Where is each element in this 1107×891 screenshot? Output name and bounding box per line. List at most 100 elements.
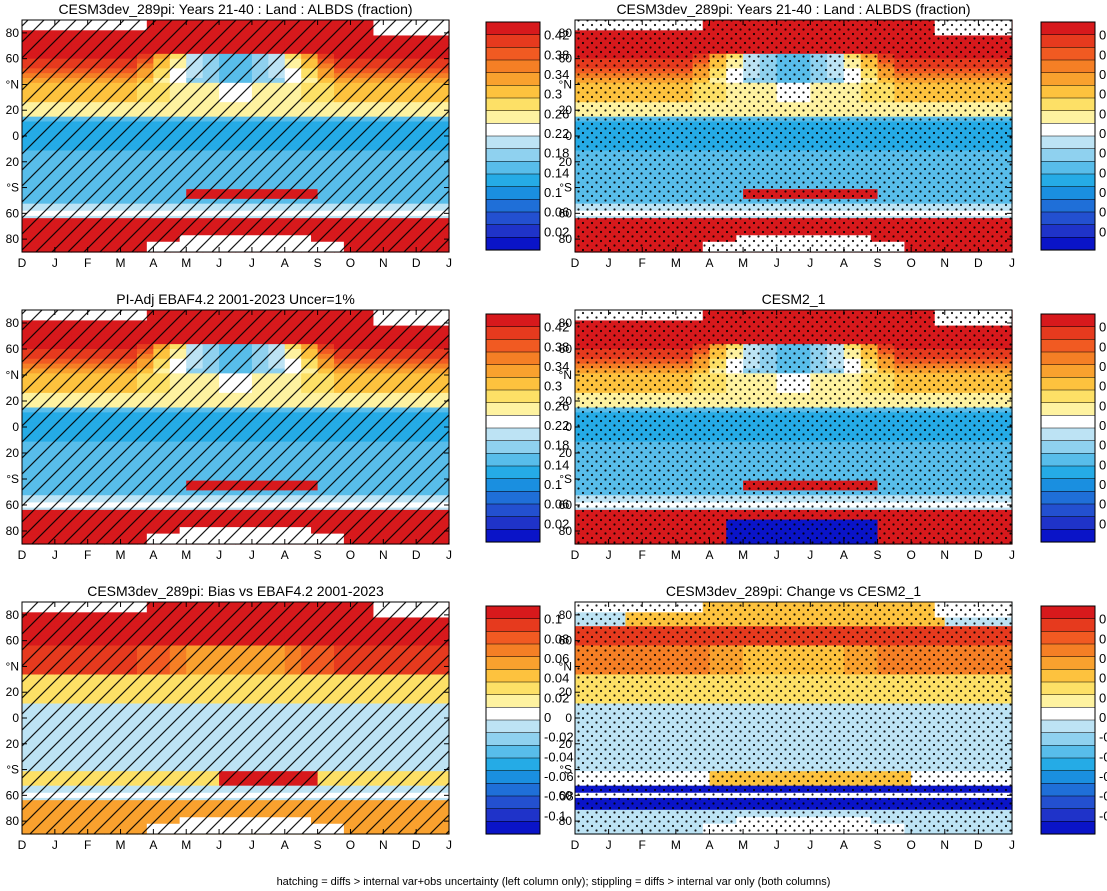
colorbar-label: 0.38	[1099, 47, 1107, 62]
colorbar-label: 0.14	[544, 165, 569, 180]
colorbar-segment	[485, 47, 541, 61]
y-tick-label: 80	[6, 524, 20, 538]
colorbar-segment	[1040, 34, 1096, 48]
colorbar-label: 0.22	[1099, 126, 1107, 141]
colorbar-label: 0.34	[544, 359, 569, 374]
x-tick-label: A	[705, 256, 713, 270]
colorbar-label: 0.1	[544, 185, 562, 200]
colorbar-segment	[485, 186, 541, 200]
x-tick-label: J	[52, 548, 58, 562]
x-tick-label: A	[840, 256, 848, 270]
colorbar-segment	[485, 199, 541, 213]
x-tick-label: J	[446, 256, 452, 270]
colorbar-frame	[485, 313, 541, 543]
x-tick-label: N	[379, 548, 388, 562]
x-tick-label: J	[249, 256, 255, 270]
colorbar-segment	[485, 529, 541, 543]
y-tick-label: °S	[6, 472, 19, 486]
x-tick-label: J	[216, 256, 222, 270]
colorbar-segment	[485, 478, 541, 492]
colorbar: 0.420.380.340.30.260.220.180.140.10.060.…	[485, 21, 569, 251]
y-tick-label: 20	[559, 103, 573, 117]
y-tick-label: °N	[6, 77, 19, 91]
colorbar-segment	[1040, 211, 1096, 226]
y-tick-label: 60	[6, 342, 20, 356]
colorbar-segment	[485, 161, 541, 175]
y-tick-label: 20	[6, 394, 20, 408]
colorbar-segment	[1040, 110, 1096, 124]
colorbar-label: 0.18	[1099, 146, 1107, 161]
colorbar-segment	[1040, 186, 1096, 200]
x-tick-label: S	[314, 256, 322, 270]
chart-panel-1: CESM3dev_289pi: Years 21-40 : Land : ALB…	[6, 1, 452, 270]
colorbar-segment	[485, 110, 541, 124]
colorbar-label: 0.3	[544, 379, 562, 394]
x-tick-label: D	[571, 256, 580, 270]
colorbar-segment	[485, 427, 541, 442]
colorbar-segment	[485, 364, 541, 378]
x-tick-label: M	[181, 548, 191, 562]
chart-title: CESM3dev_289pi: Years 21-40 : Land : ALB…	[58, 1, 412, 17]
colorbar-segment	[485, 135, 541, 150]
x-tick-label: F	[84, 256, 91, 270]
colorbar-segment	[1040, 148, 1096, 162]
colorbar-label: 0.34	[544, 67, 569, 82]
colorbar: 0.420.380.340.30.260.220.180.140.10.060.…	[485, 313, 569, 543]
x-tick-label: A	[149, 256, 157, 270]
colorbar-label: 0.22	[544, 126, 569, 141]
colorbar-label: 0.26	[1099, 106, 1107, 121]
x-tick-label: J	[446, 548, 452, 562]
y-tick-label: 20	[6, 103, 20, 117]
colorbar-label: 0.3	[1099, 87, 1107, 102]
x-tick-label: M	[116, 256, 126, 270]
chart-panel-2: CESM3dev_289pi: Years 21-40 : Land : ALB…	[559, 1, 1015, 270]
colorbar-segment	[485, 123, 541, 137]
colorbar-segment	[485, 173, 541, 188]
colorbar-segment	[1040, 135, 1096, 150]
colorbar-segment	[485, 85, 541, 99]
y-tick-label: 0	[12, 129, 19, 143]
colorbar-segment	[485, 389, 541, 404]
colorbar-segment	[485, 402, 541, 416]
colorbar-segment	[485, 491, 541, 505]
x-tick-label: J	[774, 256, 780, 270]
colorbar-segment	[485, 34, 541, 48]
colorbar-segment	[485, 516, 541, 530]
colorbar-segment	[485, 224, 541, 238]
colorbar-frame	[485, 21, 541, 251]
y-tick-label: 0	[565, 129, 572, 143]
x-tick-label: D	[18, 548, 27, 562]
colorbar-segment	[1040, 97, 1096, 112]
x-tick-label: F	[84, 548, 91, 562]
x-tick-label: D	[974, 256, 983, 270]
x-tick-label: S	[874, 256, 882, 270]
x-tick-label: M	[116, 548, 126, 562]
x-tick-label: D	[412, 256, 421, 270]
colorbar-label: 0.42	[544, 28, 569, 43]
y-tick-label: 20	[6, 446, 20, 460]
x-tick-label: J	[1009, 256, 1015, 270]
colorbar-segment	[485, 237, 541, 251]
chart-title: CESM3dev_289pi: Years 21-40 : Land : ALB…	[616, 1, 970, 17]
colorbar-segment	[485, 148, 541, 162]
colorbar-label: 0.26	[544, 106, 569, 121]
colorbar-segment	[1040, 85, 1096, 99]
colorbar-segment	[485, 453, 541, 467]
x-tick-label: M	[181, 256, 191, 270]
colorbar-label: 0.38	[544, 47, 569, 62]
colorbar-label: 0.26	[544, 398, 569, 413]
x-tick-label: O	[346, 548, 355, 562]
colorbar-label: 0.1	[544, 477, 562, 492]
colorbar-label: 0.14	[1099, 165, 1107, 180]
colorbar-segment	[1040, 21, 1096, 36]
colorbar-segment	[485, 21, 541, 36]
x-tick-label: J	[216, 548, 222, 562]
colorbar-segment	[485, 313, 541, 328]
chart-title: PI-Adj EBAF4.2 2001-2023 Uncer=1%	[116, 291, 355, 307]
x-tick-label: J	[807, 256, 813, 270]
chart-title: CESM2_1	[762, 291, 826, 307]
x-tick-label: J	[606, 256, 612, 270]
x-tick-label: M	[738, 256, 748, 270]
x-tick-label: A	[149, 548, 157, 562]
